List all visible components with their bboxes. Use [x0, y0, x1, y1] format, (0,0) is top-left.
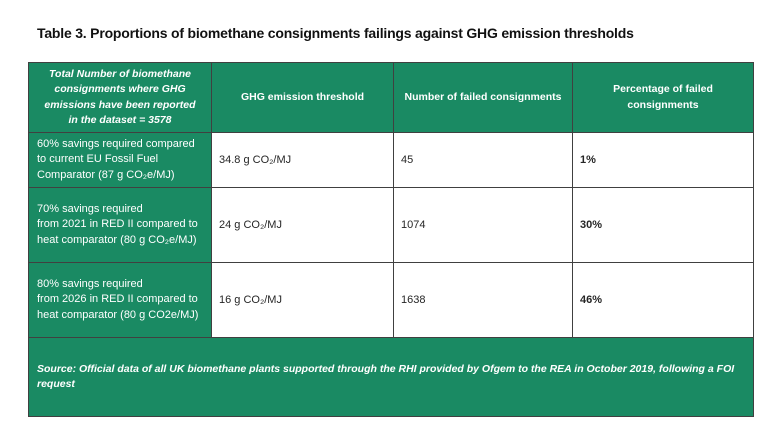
header-ghg-threshold: GHG emission threshold [211, 62, 394, 133]
failed-count-value: 1638 [393, 262, 573, 339]
failed-percent-value: 46% [572, 262, 754, 339]
table-title: Table 3. Proportions of biomethane consi… [37, 25, 634, 41]
failed-percent-value: 30% [572, 187, 754, 264]
threshold-value: 24 g CO₂/MJ [211, 187, 394, 264]
header-failed-count: Number of failed consignments [393, 62, 573, 133]
table-row-60-percent: 60% savings required compared to current… [28, 131, 754, 189]
table-row-80-percent: 80% savings required from 2026 in RED II… [28, 262, 754, 339]
row-label: 70% savings required from 2021 in RED II… [28, 187, 212, 264]
failed-percent-value: 1% [572, 131, 754, 189]
header-total-consignments: Total Number of biomethane consignments … [28, 62, 212, 133]
header-row: Total Number of biomethane consignments … [28, 62, 754, 133]
ghg-thresholds-table: Total Number of biomethane consignments … [28, 62, 754, 418]
header-failed-percent: Percentage of failed consignments [572, 62, 754, 133]
row-label: 80% savings required from 2026 in RED II… [28, 262, 212, 339]
row-label: 60% savings required compared to current… [28, 131, 212, 189]
failed-count-value: 45 [393, 131, 573, 189]
source-row: Source: Official data of all UK biometha… [28, 337, 754, 418]
source-note: Source: Official data of all UK biometha… [28, 337, 754, 418]
table-row-70-percent: 70% savings required from 2021 in RED II… [28, 187, 754, 264]
threshold-value: 16 g CO₂/MJ [211, 262, 394, 339]
failed-count-value: 1074 [393, 187, 573, 264]
threshold-value: 34.8 g CO₂/MJ [211, 131, 394, 189]
